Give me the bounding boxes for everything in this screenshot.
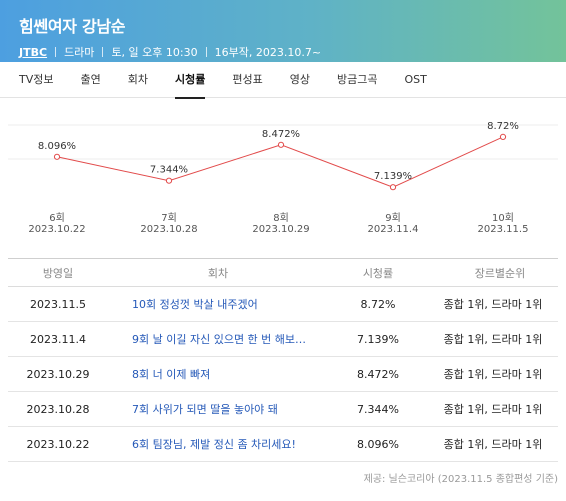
program-title: 힘쎈여자 강남순 — [19, 17, 126, 36]
tab-episodes[interactable]: 회차 — [127, 72, 148, 86]
program-header: 힘쎈여자 강남순 JTBC 드라마 토, 일 오후 10:30 16부작, 20… — [0, 0, 566, 62]
divider — [205, 47, 207, 57]
table-row: 2023.10.28 7회 사위가 되면 딸을 놓아야 돼 7.344% 종합 … — [8, 392, 558, 427]
data-label: 7.344% — [150, 165, 188, 176]
row-date: 2023.10.28 — [26, 402, 90, 416]
table-row: 2023.10.22 6회 팀장님, 제발 정신 좀 차리세요! 8.096% … — [8, 427, 558, 462]
row-rating: 7.344% — [357, 402, 399, 416]
data-point — [53, 153, 61, 160]
header-rank: 장르별순위 — [474, 266, 526, 280]
x-tick-label: 8회 — [273, 212, 289, 224]
divider — [55, 47, 57, 57]
x-tick-label: 9회 — [385, 212, 401, 224]
row-rank: 종합 1위, 드라마 1위 — [443, 403, 543, 416]
x-tick-label: 7회 — [161, 212, 177, 224]
x-tick-date: 2023.10.29 — [252, 224, 309, 235]
x-tick-date: 2023.10.22 — [28, 224, 85, 235]
row-rating: 8.096% — [357, 437, 399, 451]
data-point — [165, 177, 173, 184]
row-rating: 7.139% — [357, 332, 399, 346]
row-rank: 종합 1위, 드라마 1위 — [443, 298, 543, 311]
row-rating: 8.472% — [357, 367, 399, 381]
data-source: 제공: 닐슨코리아 (2023.11.5 종합편성 기준) — [363, 474, 558, 485]
ratings-table: 방영일 회차 시청률 장르별순위 2023.11.5 10회 정성껏 박살 내주… — [8, 258, 558, 462]
row-rank: 종합 1위, 드라마 1위 — [443, 333, 543, 346]
x-tick-date: 2023.10.28 — [140, 224, 197, 235]
header-date: 방영일 — [42, 266, 74, 280]
row-date: 2023.11.5 — [30, 297, 86, 311]
tab-ratings[interactable]: 시청률 — [174, 62, 206, 99]
x-tick-label: 10회 — [492, 212, 514, 224]
tab-tv-info[interactable]: TV정보 — [19, 72, 54, 86]
x-tick-date: 2023.11.5 — [478, 224, 529, 235]
tab-bar: TV정보 출연 회차 시청률 편성표 영상 방금그곡 OST — [0, 62, 566, 99]
row-rank: 종합 1위, 드라마 1위 — [443, 438, 543, 451]
data-point — [499, 133, 507, 140]
program-meta: JTBC 드라마 토, 일 오후 10:30 16부작, 2023.10.7~ — [19, 44, 566, 60]
x-tick-label: 6회 — [49, 212, 65, 224]
tab-video[interactable]: 영상 — [289, 72, 310, 86]
table-row: 2023.10.29 8회 너 이제 빠져 8.472% 종합 1위, 드라마 … — [8, 357, 558, 392]
row-rank: 종합 1위, 드라마 1위 — [443, 368, 543, 381]
data-label: 8.72% — [487, 121, 519, 132]
schedule: 토, 일 오후 10:30 — [111, 46, 198, 59]
episode-link[interactable]: 9회 날 이길 자신 있으면 한 번 해보… — [132, 333, 307, 346]
tab-song[interactable]: 방금그곡 — [336, 72, 378, 86]
header-rating: 시청률 — [362, 266, 394, 280]
episode-info: 16부작, 2023.10.7~ — [214, 46, 322, 59]
row-date: 2023.10.22 — [26, 437, 90, 451]
tab-cast[interactable]: 출연 — [80, 72, 101, 86]
table-row: 2023.11.5 10회 정성껏 박살 내주겠어 8.72% 종합 1위, 드… — [8, 287, 558, 322]
data-label: 7.139% — [374, 171, 412, 182]
genre: 드라마 — [64, 46, 95, 59]
row-date: 2023.11.4 — [30, 332, 86, 346]
table-header: 방영일 회차 시청률 장르별순위 — [8, 259, 558, 287]
tab-schedule[interactable]: 편성표 — [232, 72, 263, 86]
header-episode: 회차 — [207, 266, 229, 280]
ratings-chart: 8.096% 6회 2023.10.22 7.344% 7회 2023.10.28 8.47… — [0, 108, 566, 248]
row-rating: 8.72% — [360, 297, 396, 311]
data-point — [389, 184, 397, 191]
episode-link[interactable]: 6회 팀장님, 제발 정신 좀 차리세요! — [132, 438, 296, 451]
episode-link[interactable]: 8회 너 이제 빠져 — [132, 368, 211, 381]
episode-link[interactable]: 7회 사위가 되면 딸을 놓아야 돼 — [132, 403, 278, 416]
tab-ost[interactable]: OST — [404, 72, 427, 86]
data-label: 8.096% — [38, 141, 76, 152]
network-link[interactable]: JTBC — [19, 45, 48, 59]
x-tick-date: 2023.11.4 — [368, 224, 419, 235]
row-date: 2023.10.29 — [26, 367, 90, 381]
table-row: 2023.11.4 9회 날 이길 자신 있으면 한 번 해보… 7.139% … — [8, 322, 558, 357]
episode-link[interactable]: 10회 정성껏 박살 내주겠어 — [132, 298, 258, 311]
data-label: 8.472% — [262, 129, 300, 140]
data-point — [277, 141, 285, 148]
divider — [102, 47, 104, 57]
